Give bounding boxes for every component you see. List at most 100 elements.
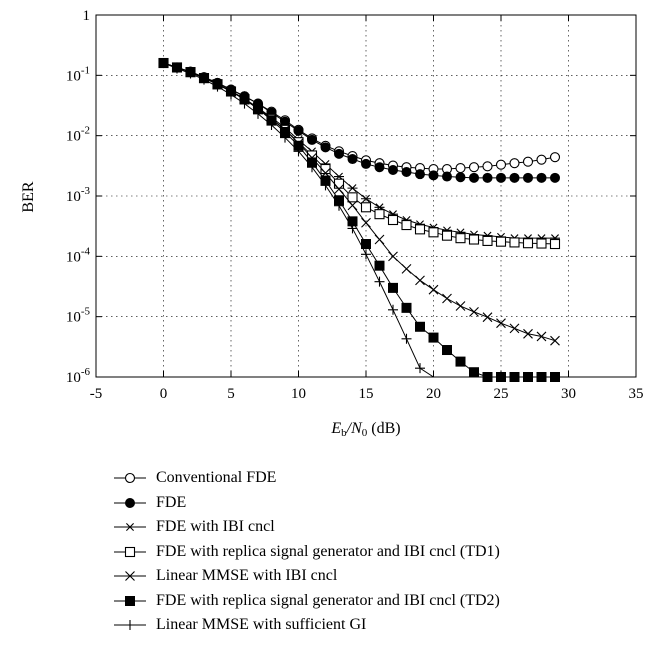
data-point [442, 345, 452, 356]
x-tick-labels: -5 0 5 10 15 20 25 30 35 [90, 386, 644, 402]
data-point [199, 74, 209, 85]
data-point [293, 146, 304, 157]
y-axis-label: BER [20, 181, 37, 212]
x-tick-label: 35 [629, 386, 644, 402]
data-point [360, 202, 372, 213]
data-point [374, 234, 385, 245]
legend-label: FDE [156, 493, 187, 511]
x-axis-label-unit: (dB) [367, 420, 400, 437]
x-axis-label-e: E [330, 420, 341, 437]
data-point [442, 171, 452, 182]
y-tick-label: 10-3 [66, 185, 91, 205]
series-layer [158, 57, 561, 382]
data-point [388, 164, 398, 175]
data-point [320, 180, 331, 191]
data-point [361, 194, 371, 203]
data-point [509, 323, 520, 334]
legend-item: Linear MMSE with sufficient GI [112, 613, 652, 638]
data-point [495, 236, 507, 247]
legend-label: FDE with IBI cncl [156, 518, 275, 536]
legend: Conventional FDE FDE FDE with IBI cncl FDE … [112, 466, 652, 638]
legend-item: FDE with IBI cncl [112, 515, 652, 540]
data-point [388, 304, 398, 315]
legend-marker [125, 523, 135, 532]
data-point [415, 275, 425, 286]
data-point [536, 331, 547, 342]
legend-swatch [114, 571, 146, 582]
legend-item: Conventional FDE [112, 466, 652, 491]
y-tick-label: 10-5 [66, 306, 91, 326]
data-point [401, 333, 412, 344]
x-tick-label: 30 [561, 386, 576, 402]
data-point [307, 134, 317, 145]
data-point [522, 238, 534, 249]
ber-chart: -5 0 5 10 15 20 25 30 35 1 10-1 10-2 10-3 10-4 10-5 10… [20, 8, 644, 439]
data-point [482, 312, 493, 323]
data-point [415, 169, 425, 180]
data-point [455, 233, 466, 244]
data-point [550, 372, 560, 382]
y-tick-label: 10-4 [66, 245, 91, 265]
legend-swatch [114, 620, 146, 631]
data-point [482, 172, 493, 183]
data-point [401, 263, 412, 274]
data-point [320, 142, 331, 153]
series-line [163, 62, 555, 378]
data-point [388, 251, 398, 262]
axis-ticks [95, 14, 637, 378]
data-point [347, 223, 358, 234]
legend-marker [125, 497, 135, 508]
data-point [496, 172, 506, 183]
data-point [428, 332, 439, 343]
data-point [415, 321, 425, 332]
data-point [550, 335, 560, 346]
legend-label: FDE with replica signal generator and IB… [156, 591, 500, 609]
legend-item: Linear MMSE with IBI cncl [112, 564, 652, 589]
legend-item: FDE with replica signal generator and IB… [112, 540, 652, 565]
data-point [469, 367, 479, 378]
data-point [536, 238, 547, 249]
legend-marker [125, 571, 135, 582]
legend-label: FDE with replica signal generator and IB… [156, 542, 500, 560]
y-tick-label: 10-1 [66, 64, 90, 84]
data-point [374, 209, 385, 220]
data-point [401, 219, 412, 231]
data-point [266, 120, 277, 131]
data-point [388, 282, 398, 293]
data-point [455, 301, 466, 311]
legend-item: FDE with replica signal generator and IB… [112, 589, 652, 614]
data-point [334, 200, 344, 211]
y-tick-label: 10-6 [66, 366, 91, 386]
y-tick-labels: 1 10-1 10-2 10-3 10-4 10-5 10-6 [66, 8, 91, 386]
data-point [428, 284, 439, 295]
data-point [482, 161, 493, 172]
x-axis-label: Eb/N0 (dB) [330, 420, 400, 439]
data-point [523, 328, 533, 339]
data-point [428, 170, 439, 181]
legend-swatch [114, 595, 146, 606]
data-point [549, 152, 561, 163]
series-0 [158, 57, 561, 175]
data-point [455, 172, 466, 183]
data-point [347, 154, 358, 165]
legend-marker [125, 620, 135, 631]
data-point [414, 224, 426, 235]
data-point [549, 238, 561, 250]
data-point [334, 148, 344, 159]
data-point [361, 217, 371, 228]
data-point [333, 178, 345, 189]
data-point [374, 276, 385, 287]
data-point [185, 68, 196, 79]
data-point [509, 172, 520, 183]
grid-lines [96, 15, 636, 377]
legend-swatch [114, 523, 146, 532]
data-point [469, 307, 479, 317]
legend-label: Conventional FDE [156, 469, 277, 487]
data-point [361, 239, 371, 250]
data-point [428, 227, 439, 238]
data-point [495, 159, 507, 170]
legend-label: Linear MMSE with sufficient GI [156, 616, 367, 634]
data-point [550, 172, 560, 183]
legend-swatch [114, 546, 146, 557]
x-tick-label: 10 [291, 386, 306, 402]
